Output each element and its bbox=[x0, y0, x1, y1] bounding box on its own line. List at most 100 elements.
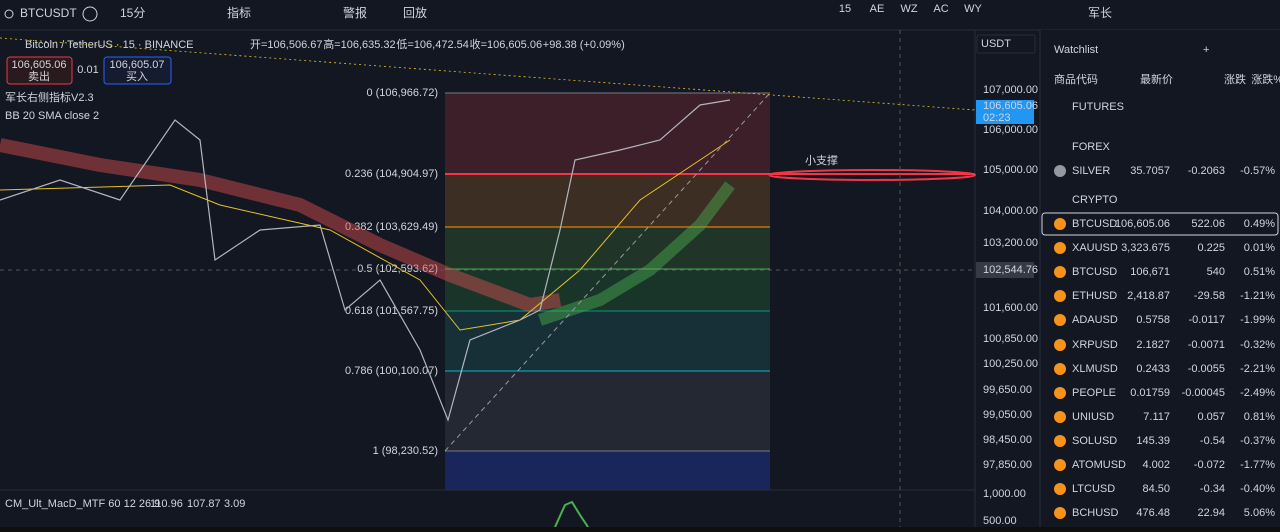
row-value[interactable]: 35.7057 bbox=[1130, 165, 1170, 177]
row-value[interactable]: -0.32% bbox=[1240, 339, 1275, 351]
replay-button[interactable]: 回放 bbox=[403, 5, 427, 20]
row-symbol[interactable]: SILVER bbox=[1072, 165, 1110, 177]
section-label[interactable]: CRYPTO bbox=[1072, 194, 1118, 206]
row-value[interactable]: -0.0071 bbox=[1188, 339, 1225, 351]
row-value[interactable]: 145.39 bbox=[1136, 435, 1170, 447]
buy-price[interactable]: 106,605.07 bbox=[109, 59, 164, 71]
row-symbol[interactable]: PEOPLE bbox=[1072, 387, 1116, 399]
currency-select[interactable] bbox=[976, 34, 1036, 54]
fib-label: 0 (106,966.72) bbox=[366, 87, 438, 99]
row-symbol[interactable]: ETHUSD bbox=[1072, 290, 1117, 302]
search-icon[interactable] bbox=[4, 9, 14, 19]
row-value[interactable]: -0.072 bbox=[1194, 459, 1225, 471]
row-value[interactable]: -0.34 bbox=[1200, 483, 1225, 495]
row-value[interactable]: 84.50 bbox=[1142, 483, 1170, 495]
symbol-icon bbox=[1054, 363, 1066, 375]
interval[interactable]: 15分 bbox=[120, 6, 145, 20]
pattern-tool[interactable]: 15 bbox=[839, 3, 851, 15]
row-value[interactable]: 22.94 bbox=[1197, 507, 1225, 519]
row-value[interactable]: -0.54 bbox=[1200, 435, 1225, 447]
row-value[interactable]: 0.49% bbox=[1244, 218, 1275, 230]
row-value[interactable]: -1.99% bbox=[1240, 314, 1275, 326]
row-value[interactable]: 0.01759 bbox=[1130, 387, 1170, 399]
price-label: 106,000.00 bbox=[983, 124, 1038, 136]
price-label: 107,000.00 bbox=[983, 84, 1038, 96]
row-value[interactable]: 2.1827 bbox=[1136, 339, 1170, 351]
section-label[interactable]: FUTURES bbox=[1072, 101, 1124, 113]
column-header[interactable]: 最新价 bbox=[1140, 72, 1173, 86]
row-symbol[interactable]: BTCUSD bbox=[1072, 266, 1117, 278]
sell-label[interactable]: 卖出 bbox=[28, 69, 50, 83]
sell-button[interactable] bbox=[6, 56, 73, 85]
row-value[interactable]: 0.225 bbox=[1197, 242, 1225, 254]
chart-title: Bitcoin / TetherUS · 15 · BINANCE bbox=[25, 39, 194, 51]
row-value[interactable]: 0.51% bbox=[1244, 266, 1275, 278]
row-value[interactable]: 0.2433 bbox=[1136, 363, 1170, 375]
row-symbol[interactable]: XLMUSD bbox=[1072, 363, 1118, 375]
row-value[interactable]: 5.06% bbox=[1244, 507, 1275, 519]
row-value[interactable]: 4.002 bbox=[1142, 459, 1170, 471]
currency[interactable]: USDT bbox=[981, 38, 1011, 50]
indicator-label: 军长右侧指标V2.3 bbox=[5, 90, 94, 104]
row-value[interactable]: -0.0117 bbox=[1189, 314, 1226, 326]
row-symbol[interactable]: UNIUSD bbox=[1072, 411, 1114, 423]
row-symbol[interactable]: ADAUSD bbox=[1072, 314, 1118, 326]
layout-name[interactable]: 军长 bbox=[1088, 6, 1112, 20]
symbol-icon bbox=[1054, 165, 1066, 177]
row-value[interactable]: -0.37% bbox=[1240, 435, 1275, 447]
row-value[interactable]: 522.06 bbox=[1191, 218, 1225, 230]
row-value[interactable]: 0.81% bbox=[1244, 411, 1275, 423]
row-symbol[interactable]: SOLUSD bbox=[1072, 435, 1117, 447]
row-value[interactable]: -1.21% bbox=[1240, 290, 1275, 302]
pattern-tool[interactable]: WZ bbox=[900, 3, 917, 15]
row-value[interactable]: -0.40% bbox=[1240, 483, 1275, 495]
row-value[interactable]: -2.49% bbox=[1240, 387, 1275, 399]
row-value[interactable]: -0.57% bbox=[1240, 165, 1275, 177]
symbol[interactable]: BTCUSDT bbox=[20, 6, 77, 20]
row-symbol[interactable]: ATOMUSD bbox=[1072, 459, 1126, 471]
sell-price[interactable]: 106,605.06 bbox=[11, 59, 66, 71]
symbol-icon bbox=[1054, 218, 1066, 230]
row-value[interactable]: 540 bbox=[1207, 266, 1225, 278]
column-header[interactable]: 涨跌% bbox=[1251, 72, 1280, 86]
macd-value: 3.09 bbox=[224, 498, 245, 510]
row-symbol[interactable]: BCHUSD bbox=[1072, 507, 1119, 519]
row-value[interactable]: -0.2063 bbox=[1188, 165, 1225, 177]
section-label[interactable]: FOREX bbox=[1072, 141, 1111, 153]
column-header[interactable]: 商品代码 bbox=[1054, 72, 1098, 86]
row-value[interactable]: -29.58 bbox=[1194, 290, 1225, 302]
row-value[interactable]: -0.00045 bbox=[1182, 387, 1225, 399]
row-value[interactable]: 3,323.675 bbox=[1121, 242, 1170, 254]
row-value[interactable]: -2.21% bbox=[1240, 363, 1275, 375]
row-value[interactable]: 106,671 bbox=[1130, 266, 1170, 278]
pattern-tool[interactable]: AE bbox=[870, 3, 885, 15]
row-value[interactable]: 476.48 bbox=[1136, 507, 1170, 519]
column-header[interactable]: 涨跌 bbox=[1224, 72, 1246, 86]
row-value[interactable]: 7.117 bbox=[1143, 411, 1170, 423]
symbol-icon bbox=[1054, 411, 1066, 423]
row-value[interactable]: 0.5758 bbox=[1136, 314, 1170, 326]
row-symbol[interactable]: XAUUSD bbox=[1072, 242, 1118, 254]
watchlist-title[interactable]: Watchlist bbox=[1054, 44, 1098, 56]
pattern-tool[interactable]: WY bbox=[964, 3, 982, 15]
row-value[interactable]: 0.01% bbox=[1244, 242, 1275, 254]
row-value[interactable]: 2,418.87 bbox=[1127, 290, 1170, 302]
buy-button[interactable] bbox=[103, 56, 172, 85]
row-symbol[interactable]: LTCUSD bbox=[1072, 483, 1115, 495]
pattern-tool[interactable]: AC bbox=[933, 3, 948, 15]
buy-label[interactable]: 买入 bbox=[126, 70, 148, 83]
row-symbol[interactable]: XRPUSD bbox=[1072, 339, 1118, 351]
row-value[interactable]: 106,605.06 bbox=[1115, 218, 1170, 230]
add-symbol[interactable] bbox=[82, 6, 98, 22]
row-value[interactable]: -0.0055 bbox=[1188, 363, 1225, 375]
fib-band bbox=[445, 93, 770, 174]
price-label: 97,850.00 bbox=[983, 459, 1032, 471]
alert-button[interactable]: 警报 bbox=[343, 5, 367, 20]
row-value[interactable]: 0.057 bbox=[1197, 411, 1225, 423]
row-symbol[interactable]: BTCUSD bbox=[1072, 218, 1117, 230]
crosshair-price: 102,544.76 bbox=[983, 264, 1038, 276]
add-button[interactable]: + bbox=[1203, 44, 1209, 56]
indicators-button[interactable]: 指标 bbox=[227, 5, 251, 20]
row-value[interactable]: -1.77% bbox=[1240, 459, 1275, 471]
